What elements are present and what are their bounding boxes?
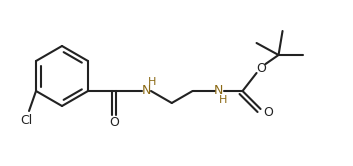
Text: N: N [141,83,151,96]
Text: H: H [148,77,156,87]
Text: O: O [109,117,119,129]
Text: N: N [214,83,223,96]
Text: Cl: Cl [20,115,32,127]
Text: O: O [264,106,274,119]
Text: H: H [219,95,228,105]
Text: O: O [257,61,267,75]
